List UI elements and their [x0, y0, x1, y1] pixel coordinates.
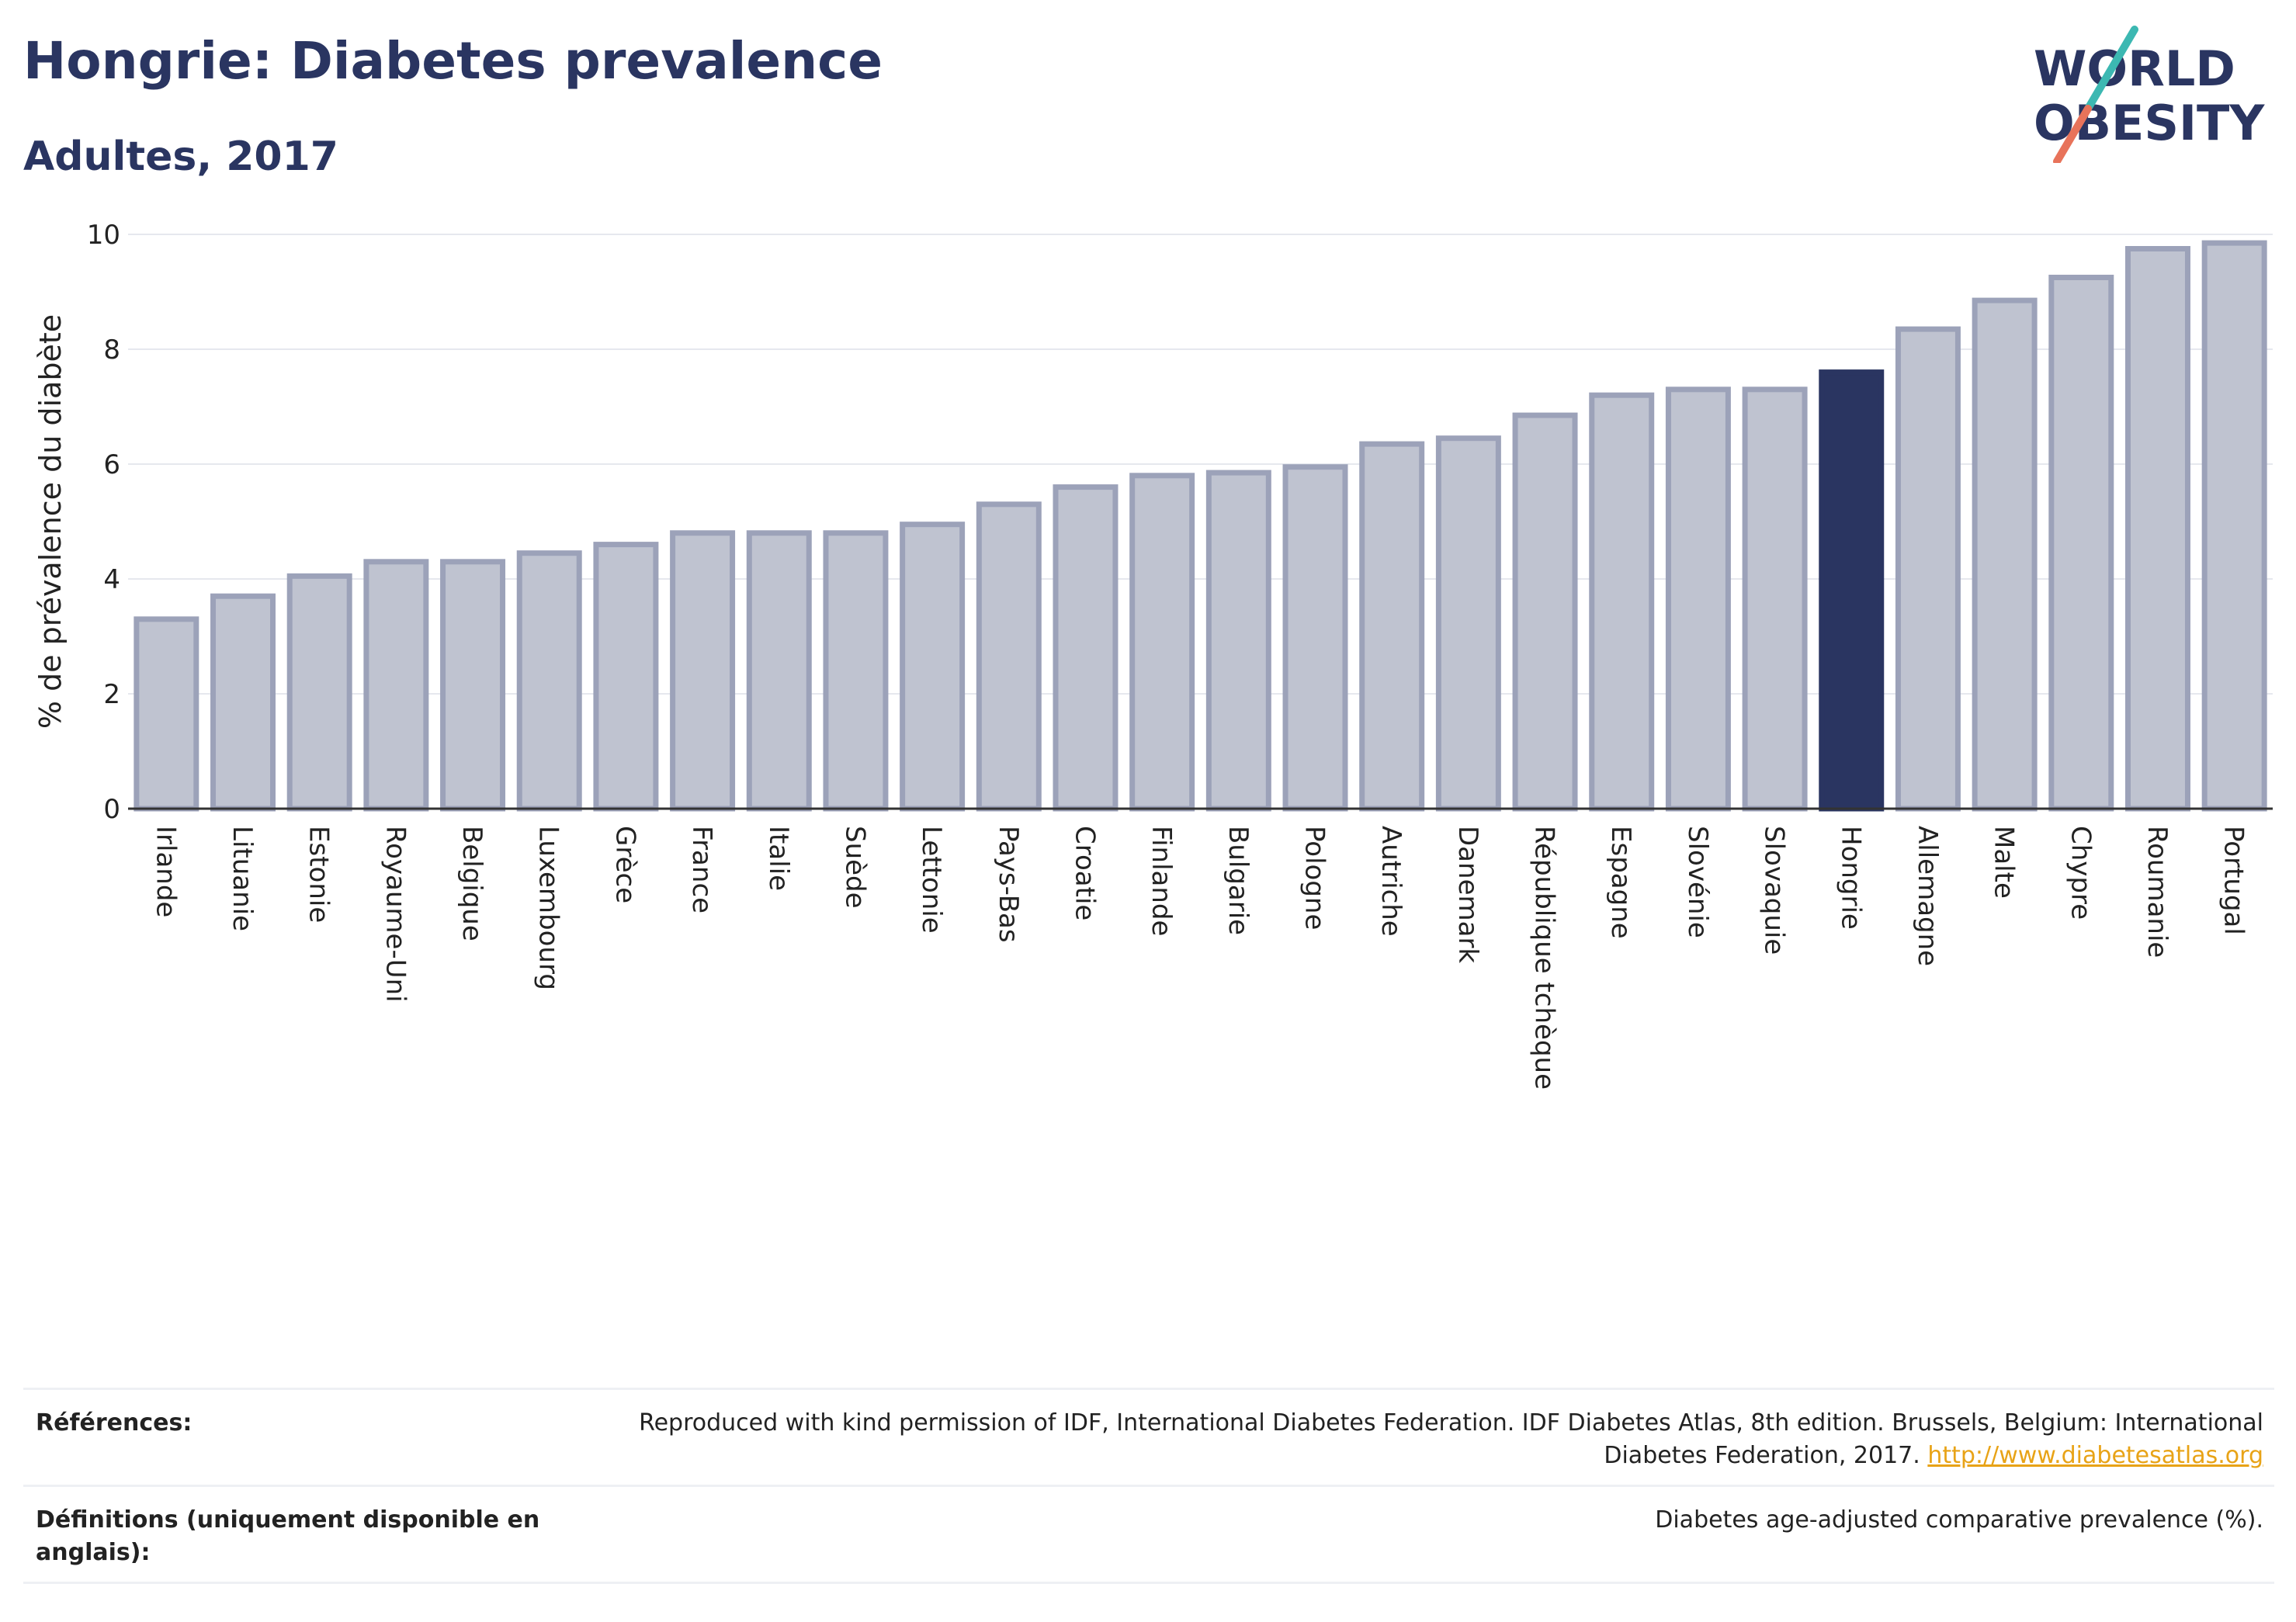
references-value: Reproduced with kind permission of IDF, …: [595, 1407, 2263, 1472]
bar-france: [670, 530, 736, 812]
x-tick-label: Irlande: [150, 826, 181, 917]
bar-royaume-uni: [363, 559, 429, 812]
bar-lituanie: [210, 593, 276, 812]
y-tick-label: 0: [103, 794, 120, 825]
references-row: Références: Reproduced with kind permiss…: [23, 1388, 2274, 1485]
x-tick-label: Autriche: [1375, 826, 1406, 937]
x-tick-label: Allemagne: [1912, 826, 1943, 966]
bar-malte: [1972, 297, 2038, 812]
x-tick-label: Espagne: [1605, 826, 1636, 939]
diabetesatlas-link[interactable]: http://www.diabetesatlas.org: [1927, 1442, 2263, 1469]
chart-subtitle: Adultes, 2017: [23, 133, 338, 180]
bar-république-tchèque: [1512, 412, 1578, 812]
bar-hongrie: [1819, 369, 1885, 812]
references-label: Références:: [36, 1409, 192, 1437]
bar-belgique: [440, 559, 506, 812]
bar-luxembourg: [516, 550, 582, 812]
bar-slovénie: [1665, 386, 1731, 812]
x-tick-label: Danemark: [1452, 826, 1483, 963]
x-tick-label: Portugal: [2218, 826, 2249, 935]
x-tick-label: Hongrie: [1835, 826, 1866, 930]
x-tick-label: République tchèque: [1529, 826, 1560, 1090]
x-tick-label: Slovénie: [1682, 826, 1713, 938]
x-tick-label: Suède: [839, 826, 870, 909]
bar-autriche: [1359, 441, 1425, 812]
x-tick-label: Malte: [1989, 826, 2020, 899]
x-tick-label: France: [686, 826, 717, 913]
x-tick-label: Slovaquie: [1759, 826, 1790, 955]
bar-estonie: [286, 573, 352, 812]
bar-finlande: [1129, 473, 1195, 812]
world-obesity-logo: WORLD OBESITY: [2034, 26, 2265, 163]
bar-bulgarie: [1205, 470, 1271, 812]
x-tick-label: Belgique: [456, 826, 487, 941]
bar-espagne: [1589, 392, 1655, 812]
x-tick-label: Italie: [763, 826, 794, 891]
x-tick-label: Luxembourg: [533, 826, 564, 990]
bar-croatie: [1053, 484, 1119, 812]
bar-suède: [823, 530, 889, 812]
bar-italie: [746, 530, 812, 812]
bar-pays-bas: [976, 501, 1042, 812]
bar-irlande: [134, 616, 199, 812]
bar-slovaquie: [1742, 386, 1808, 812]
x-tick-label: Pologne: [1299, 826, 1330, 930]
definitions-row: Définitions (uniquement disponible en an…: [23, 1485, 2274, 1584]
y-axis-title: % de prévalence du diabète: [33, 314, 68, 729]
svg-text:WORLD: WORLD: [2034, 40, 2235, 97]
bar-pologne: [1282, 464, 1348, 812]
x-tick-label: Bulgarie: [1223, 826, 1254, 935]
bar-lettonie: [900, 522, 966, 812]
bar-chart: 0 2 4 6 8 10 % de prévalence du diabète Irlande…: [33, 220, 2273, 1090]
bar-chypre: [2048, 275, 2114, 812]
x-tick-label: Pays-Bas: [993, 826, 1024, 943]
chart-title: Hongrie: Diabetes prevalence: [23, 31, 883, 91]
y-tick-label: 10: [87, 220, 120, 251]
x-tick-label: Chypre: [2065, 826, 2096, 920]
x-tick-label: Royaume-Uni: [380, 826, 411, 1003]
x-tick-label: Lituanie: [227, 826, 258, 931]
x-tick-label: Croatie: [1069, 826, 1100, 920]
x-tick-label: Estonie: [303, 826, 335, 923]
x-tick-label: Grèce: [609, 826, 640, 903]
references-text: Reproduced with kind permission of IDF, …: [639, 1409, 2263, 1469]
bar-danemark: [1435, 435, 1501, 812]
y-tick-label: 8: [103, 334, 120, 366]
x-tick-label: Lettonie: [916, 826, 947, 934]
bar-roumanie: [2124, 246, 2190, 812]
y-tick-label: 4: [103, 564, 120, 595]
bar-grèce: [593, 542, 659, 812]
x-tick-label: Finlande: [1146, 826, 1177, 936]
bar-allemagne: [1895, 326, 1961, 812]
definitions-label: Définitions (uniquement disponible en an…: [36, 1506, 540, 1566]
definitions-value: Diabetes age-adjusted comparative preval…: [1655, 1506, 2263, 1534]
x-tick-label: Roumanie: [2142, 826, 2173, 958]
y-tick-label: 2: [103, 679, 120, 710]
bar-portugal: [2201, 240, 2267, 812]
references-table: Références: Reproduced with kind permiss…: [23, 1388, 2274, 1584]
y-tick-label: 6: [103, 449, 120, 480]
